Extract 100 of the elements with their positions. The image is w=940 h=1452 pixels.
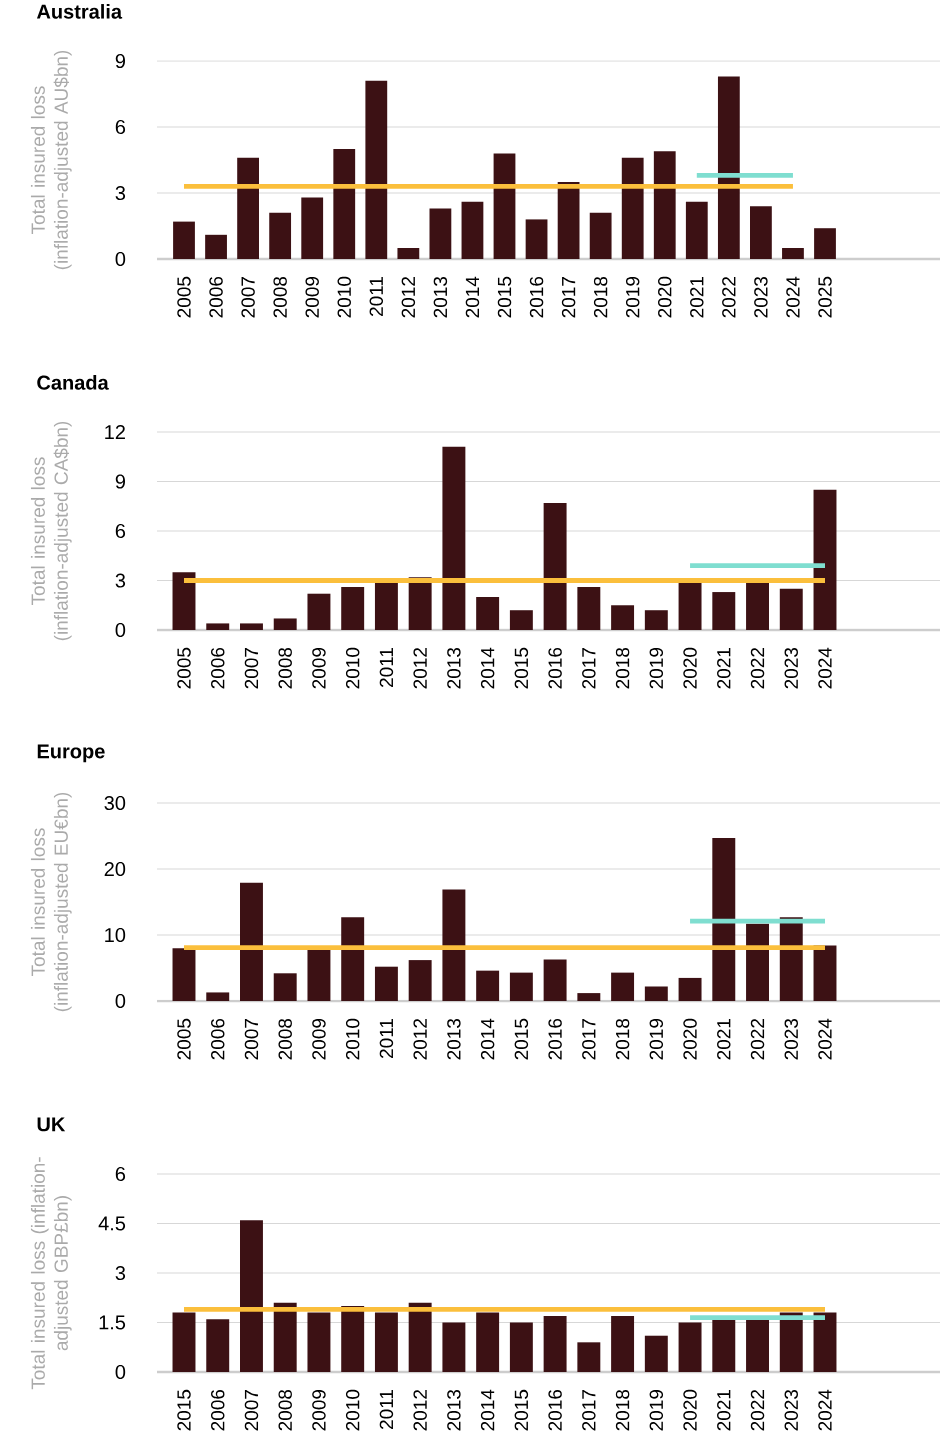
bar — [813, 945, 837, 1002]
x-tick-label: 2017 — [582, 1019, 596, 1060]
bar — [678, 977, 702, 1002]
x-tick-label: 2012 — [413, 1019, 427, 1060]
x-tick-label: 2008 — [278, 647, 292, 689]
x-tick-label: 2019 — [649, 647, 664, 689]
bar — [712, 837, 736, 1002]
bar — [717, 76, 740, 260]
bar — [240, 1220, 263, 1373]
x-tick-label: 2016 — [529, 276, 544, 318]
bar — [577, 993, 601, 1002]
x-tick-label: 2016 — [548, 1018, 562, 1060]
bar — [543, 502, 567, 631]
y-axis-title: Total insured loss (inflation-adjusted GBP£bn) — [30, 1157, 72, 1390]
y-tick-label: 6 — [115, 1166, 126, 1182]
bar — [273, 973, 297, 1002]
bar — [173, 221, 195, 260]
x-tick-label: 2019 — [649, 1018, 664, 1060]
bar — [621, 157, 644, 260]
x-tick-label: 2017 — [561, 277, 576, 318]
chart-title: Europe — [37, 744, 105, 763]
bar — [206, 1319, 230, 1373]
y-tick-label: 3 — [115, 573, 126, 588]
bar — [408, 960, 432, 1002]
x-tick-label: 2022 — [722, 277, 736, 318]
bar — [509, 972, 533, 1002]
bar — [493, 153, 516, 260]
bar — [429, 208, 452, 260]
bar — [577, 1342, 601, 1373]
x-tick-label: 2007 — [244, 1390, 259, 1431]
y-tick-label: 30 — [104, 795, 126, 811]
bar — [206, 992, 230, 1002]
x-tick-label: 2014 — [480, 647, 495, 689]
x-tick-label: 2024 — [818, 1389, 832, 1431]
y-tick-label: 6 — [115, 523, 126, 539]
bar — [341, 1306, 365, 1373]
x-tick-label: 2024 — [818, 647, 832, 689]
bar — [644, 610, 668, 631]
bar — [589, 212, 612, 260]
y-tick-label: 20 — [104, 861, 126, 877]
bar — [644, 986, 668, 1002]
bar — [333, 149, 356, 260]
bar — [172, 572, 196, 631]
bar — [476, 970, 500, 1002]
x-tick-label: 2024 — [786, 276, 800, 318]
x-tick-label: 2005 — [177, 276, 191, 318]
bar — [442, 1322, 466, 1373]
x-tick-label: 2011 — [379, 1390, 394, 1429]
bar — [746, 923, 769, 1002]
x-tick-label: 2013 — [447, 647, 461, 689]
bar — [476, 597, 500, 631]
x-tick-label: 2016 — [548, 647, 562, 689]
x-tick-label: 2023 — [784, 1018, 798, 1060]
x-tick-label: 2010 — [345, 1389, 360, 1431]
x-tick-label: 2010 — [345, 1018, 360, 1060]
x-tick-label: 2021 — [717, 1390, 731, 1431]
x-tick-label: 2015 — [514, 1018, 529, 1060]
x-tick-label: 2018 — [615, 647, 630, 689]
bar — [374, 966, 398, 1002]
bar — [237, 157, 259, 260]
bar — [746, 580, 769, 631]
x-tick-label: 2021 — [717, 648, 731, 689]
chart-title: UK — [37, 1117, 66, 1132]
x-tick-label: 2020 — [683, 1018, 697, 1060]
bar — [307, 1312, 331, 1373]
bar — [273, 618, 297, 631]
y-axis-title: Total insured loss (inflation-adjusted AU$bn) — [30, 50, 72, 270]
bar — [172, 948, 196, 1002]
x-tick-label: 2007 — [241, 277, 255, 318]
bar — [509, 610, 533, 631]
bar — [442, 889, 466, 1002]
x-tick-label: 2013 — [447, 1018, 461, 1060]
x-tick-label: 2023 — [784, 1389, 798, 1431]
bar — [813, 489, 837, 631]
bar — [577, 587, 601, 631]
y-tick-label: 9 — [115, 53, 125, 69]
x-tick-label: 2025 — [818, 276, 832, 318]
bar — [644, 1335, 668, 1373]
x-tick-label: 2012 — [413, 1390, 427, 1431]
bar — [374, 1312, 398, 1373]
bar — [476, 1312, 500, 1373]
x-tick-label: 2017 — [582, 1390, 596, 1431]
x-tick-label: 2009 — [312, 1018, 326, 1060]
x-tick-label: 2005 — [177, 647, 191, 689]
bar — [611, 605, 635, 631]
chart-title: Canada — [37, 375, 109, 390]
bar — [240, 623, 263, 631]
bar — [240, 882, 263, 1002]
chart-title: Australia — [36, 4, 123, 19]
bar — [557, 182, 580, 260]
bar — [205, 234, 227, 260]
bar — [678, 580, 702, 631]
y-tick-label: 1.5 — [99, 1315, 126, 1330]
x-tick-label: 2015 — [497, 276, 512, 318]
bar — [611, 972, 635, 1002]
x-tick-label: 2011 — [379, 1019, 394, 1058]
bar — [269, 212, 292, 260]
bar — [442, 446, 466, 631]
y-axis-title: Total insured loss (inflation-adjusted EU€bn) — [30, 792, 72, 1012]
x-tick-label: 2022 — [750, 1019, 765, 1060]
